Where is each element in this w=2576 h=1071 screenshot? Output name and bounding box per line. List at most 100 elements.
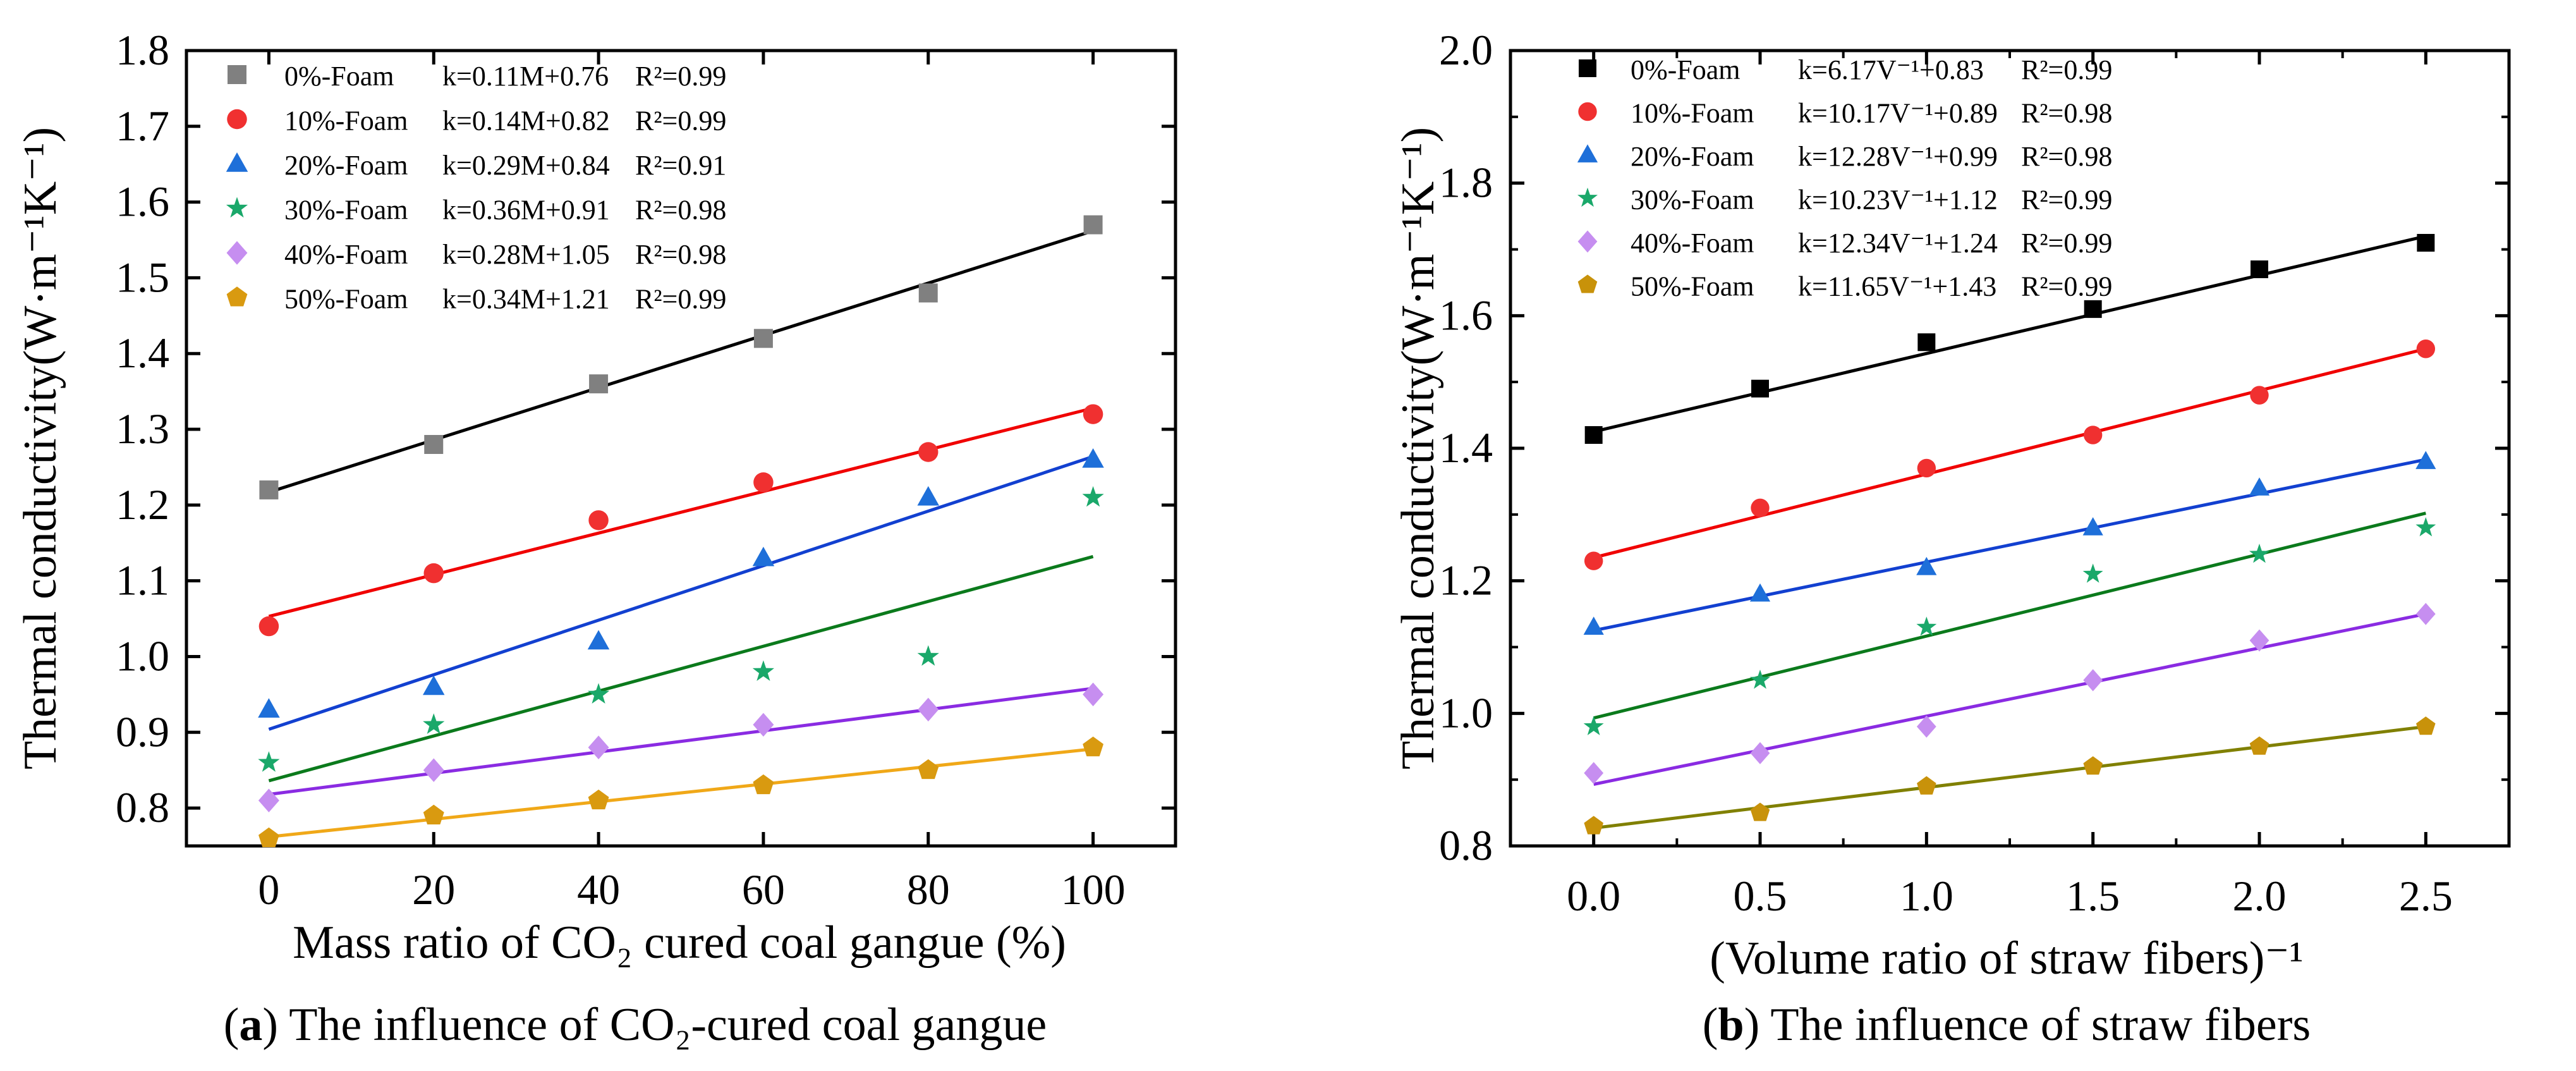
x-axis-label: (Volume ratio of straw fibers)⁻¹ <box>1710 933 2303 984</box>
data-point <box>1083 682 1104 707</box>
legend-r2: R²=0.99 <box>635 61 726 92</box>
data-point <box>588 683 610 704</box>
panel-b-chart: 0.0 0.5 1.0 1.5 2.0 2.50.81.01.21.41.61.82.0 … <box>1392 26 2511 1051</box>
legend-marker <box>1577 187 1598 207</box>
data-point <box>2083 756 2103 775</box>
data-point <box>1750 742 1770 764</box>
x-tick-label: 2.5 <box>2399 872 2453 920</box>
data-point <box>1916 556 1937 575</box>
fit-line-40%-Foam <box>1593 612 2426 786</box>
legend-label: 0%-Foam <box>1631 54 1741 85</box>
data-point <box>1751 498 1770 518</box>
legend-r2: R²=0.98 <box>2021 141 2112 172</box>
legend-label: 40%-Foam <box>1631 228 1754 259</box>
y-tick-label: 1.4 <box>116 329 169 377</box>
data-point <box>2082 517 2103 536</box>
legend-fit: k=0.28M+1.05 <box>442 239 610 270</box>
x-tick-label: 0 <box>258 866 279 914</box>
legend-fit: k=10.23V⁻¹+1.12 <box>1798 185 1998 216</box>
legend-label: 40%-Foam <box>284 239 408 270</box>
data-point <box>588 735 609 759</box>
data-point <box>2083 669 2103 692</box>
legend-label: 50%-Foam <box>1631 271 1754 302</box>
y-axis-label: Thermal conductivity(W·m⁻¹K⁻¹) <box>15 127 66 769</box>
data-point <box>258 751 280 772</box>
y-tick-label: 1.8 <box>116 26 169 74</box>
y-tick-label: 1.6 <box>1439 291 1493 339</box>
data-point <box>918 697 939 722</box>
tick-marks <box>1510 49 2509 848</box>
data-point <box>423 563 444 584</box>
data-point <box>1750 670 1770 689</box>
caption-letter: a <box>239 999 262 1051</box>
data-point <box>589 374 609 394</box>
data-point <box>1916 616 1937 636</box>
legend-marker <box>1577 274 1598 293</box>
data-point <box>423 804 444 824</box>
data-point <box>2416 716 2436 735</box>
legend-marker <box>1579 59 1596 77</box>
data-point <box>2250 386 2269 405</box>
fit-line-50%-Foam <box>269 747 1093 839</box>
fit-line-0%-Foam <box>268 229 1094 494</box>
data-point <box>918 759 939 780</box>
y-tick-label: 0.9 <box>116 707 169 756</box>
data-point <box>1584 551 1603 570</box>
data-point <box>1083 404 1103 424</box>
data-point <box>1583 616 1604 635</box>
fit-line-50%-Foam <box>1593 725 2426 830</box>
caption-text: The influence of CO₂-cured coal gangue <box>289 999 1047 1051</box>
fit-line-20%-Foam <box>268 455 1094 731</box>
data-point <box>2415 451 2436 469</box>
x-tick-label: 100 <box>1061 866 1126 914</box>
data-point <box>2249 736 2269 755</box>
legend-label: 20%-Foam <box>1631 141 1754 172</box>
data-point <box>1749 583 1771 602</box>
data-point <box>423 713 445 734</box>
data-point <box>753 472 774 493</box>
data-point <box>918 442 939 462</box>
panel-a-chart: 0 20 40 60 80 100 0.8 0.9 1.0 1.1 1.2 1.3 1.4 1.5 1.6 1… <box>15 26 1177 1051</box>
x-tick-label: 1.5 <box>2066 872 2120 920</box>
legend-r2: R²=0.99 <box>2021 185 2112 216</box>
legend-r2: R²=0.99 <box>635 106 726 137</box>
caption-text: The influence of straw fibers <box>1770 999 2311 1051</box>
data-point <box>1751 379 1769 398</box>
legend-marker <box>1577 230 1598 253</box>
data-point <box>258 827 279 847</box>
legend-label: 0%-Foam <box>284 61 394 92</box>
legend-r2: R²=0.91 <box>635 150 726 181</box>
data-point <box>1082 486 1104 507</box>
data-point <box>259 480 279 499</box>
caption: (b) The influence of straw fibers <box>1703 999 2311 1051</box>
legend-fit: k=0.34M+1.21 <box>442 284 610 315</box>
fit-line-10%-Foam <box>268 407 1094 618</box>
y-tick-label: 1.2 <box>1439 556 1493 604</box>
caption: (a) The influence of CO₂-cured coal gang… <box>224 999 1047 1051</box>
legend-marker <box>226 286 248 307</box>
legend-r2: R²=0.98 <box>635 195 726 226</box>
legend-fit: k=11.65V⁻¹+1.43 <box>1798 271 1996 302</box>
plot-frame <box>185 49 1177 848</box>
fit-line-30%-Foam <box>1593 511 2426 720</box>
data-point <box>2249 629 2269 652</box>
legend-marker <box>226 152 248 172</box>
data-point <box>753 713 774 737</box>
fit-line-20%-Foam <box>1593 458 2426 632</box>
y-axis-label: Thermal conductivity(W·m⁻¹K⁻¹) <box>1392 127 1444 769</box>
x-tick-label: 1.0 <box>1900 872 1953 920</box>
legend-label: 30%-Foam <box>284 195 408 226</box>
legend-marker <box>228 65 246 84</box>
legend-label: 20%-Foam <box>284 150 408 181</box>
data-point <box>1584 816 1603 835</box>
legend-fit: k=12.28V⁻¹+0.99 <box>1798 141 1998 172</box>
tick-labels: 0 20 40 60 80 100 0.8 0.9 1.0 1.1 1.2 1.3 1.4 1.5 1.6 1… <box>116 26 1126 914</box>
data-point <box>423 758 444 782</box>
fit-lines <box>1593 235 2426 830</box>
legend-fit: k=0.36M+0.91 <box>442 195 610 226</box>
caption-letter: b <box>1718 999 1744 1051</box>
x-tick-label: 80 <box>907 866 950 914</box>
tick-labels: 0.0 0.5 1.0 1.5 2.0 2.5 0.8 1.0 1.2 1.4 1.6 1.8 2.0 <box>1439 26 2453 920</box>
data-point <box>2249 543 2269 563</box>
data-point <box>2415 603 2436 625</box>
